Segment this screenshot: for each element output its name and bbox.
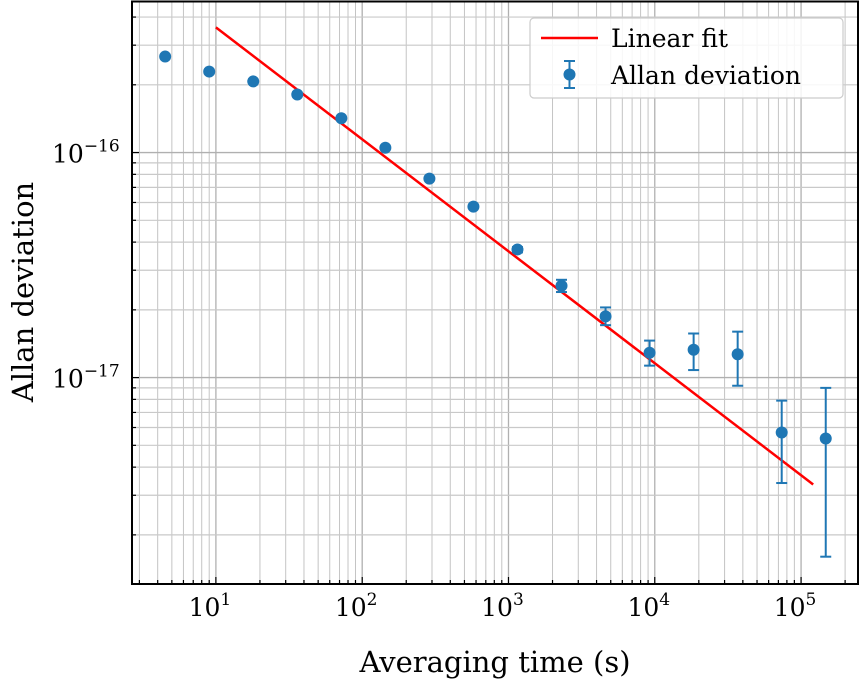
data-point [247,75,260,88]
plot-frame [131,0,859,585]
data-point [599,310,612,323]
x-tick-label: 103 [481,590,524,622]
legend-allan-label: Allan deviation [610,61,801,90]
data-point [423,172,436,185]
legend-fit-label: Linear fit [611,24,728,53]
x-axis-label: Averaging time (s) [358,645,630,679]
ticks [132,16,846,584]
data-point [291,88,304,101]
tick-labels: 101 102 103 104 105 10−16 10−17 [52,137,816,622]
data-point [511,243,524,256]
grid [132,1,858,584]
fit-line-layer [215,26,814,486]
y-axis-label: Allan deviation [6,182,40,403]
data-point [159,50,172,63]
legend-errorbar-swatch [563,60,576,89]
legend: Linear fit Allan deviation [529,17,844,99]
legend-box [529,17,844,99]
y-tick-label: 10−16 [52,137,120,169]
data-point [643,346,656,359]
data-point [379,141,392,154]
data-point [775,426,788,439]
x-tick-label: 104 [627,590,670,622]
data-point [819,432,832,445]
x-tick-label: 105 [774,590,817,622]
linear-fit-line [215,26,814,486]
x-tick-label: 102 [335,590,378,622]
data-point [203,65,216,78]
data-point [731,348,744,361]
x-tick-label: 101 [189,590,232,622]
data-point [555,279,568,292]
data-point [687,343,700,356]
data-points-layer [159,50,832,558]
data-point [335,112,348,125]
data-point [467,200,480,213]
y-tick-label: 10−17 [52,362,120,394]
